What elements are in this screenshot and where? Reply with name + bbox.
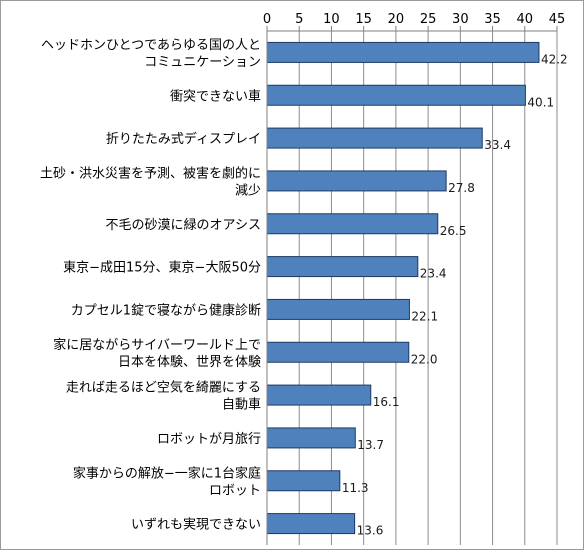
gridlines	[298, 31, 558, 545]
x-tick-label: 45	[549, 12, 566, 27]
value-labels: 42.2 40.1 33.4 27.8 26.5 23.4 22.1 22.0 16.1 13.7…	[342, 52, 568, 537]
bar	[266, 513, 356, 535]
bar	[266, 341, 410, 363]
bar-value-label: 16.1	[373, 395, 400, 409]
category-label: カプセル1錠で寝ながら健康診断	[71, 302, 261, 318]
x-tick-label: 30	[452, 12, 469, 27]
category-label: 折りたたみ式ディスプレイ	[106, 131, 261, 147]
bar	[266, 384, 372, 406]
bar-value-label: 11.3	[342, 481, 369, 495]
bar	[266, 256, 419, 278]
bar	[266, 170, 447, 192]
bar-value-label: 22.1	[411, 309, 438, 323]
bar	[266, 298, 410, 320]
category-label: 家に居ながらサイバーワールド上で日本を体験、世界を体験	[53, 337, 261, 370]
category-labels: ヘッドホンひとつであらゆる国の人とコミュニケーション衝突できない車折りたたみ式デ…	[40, 38, 261, 533]
x-tick-label: 5	[295, 12, 303, 27]
bar-value-label: 22.0	[411, 352, 438, 366]
bar-value-label: 33.4	[484, 138, 511, 152]
bar-value-label: 13.6	[357, 524, 384, 538]
category-label: 不毛の砂漠に緑のオアシス	[106, 218, 261, 233]
bar-value-label: 27.8	[448, 181, 475, 195]
category-label: 東京−成田15分、東京−大阪50分	[63, 260, 261, 276]
bar	[266, 41, 540, 63]
x-tick-label: 25	[420, 12, 437, 27]
x-tick-label: 15	[355, 12, 372, 27]
category-label: 家事からの解放−一家に1台家庭ロボット	[73, 465, 261, 498]
bar-value-label: 13.7	[357, 438, 384, 452]
category-label: 土砂・洪水災害を予測、被害を劇的に減少	[40, 165, 261, 198]
bar-value-label: 26.5	[440, 224, 467, 238]
bar	[266, 427, 356, 449]
bars	[266, 41, 540, 535]
bar-value-label: 40.1	[527, 95, 554, 109]
x-axis-ticks: 0 5 10 15 20 25 30 35 40 45	[263, 12, 565, 31]
x-tick-label: 35	[484, 12, 501, 27]
category-label: 衝突できない車	[170, 88, 261, 104]
x-tick-label: 40	[517, 12, 534, 27]
axes	[266, 30, 557, 545]
category-label: いずれも実現できない	[131, 517, 261, 533]
bar-value-label: 42.2	[541, 52, 568, 66]
bar-value-label: 23.4	[420, 267, 447, 281]
category-label: ヘッドホンひとつであらゆる国の人とコミュニケーション	[41, 38, 261, 70]
category-label: 走れば走るほど空気を綺麗にする自動車	[66, 380, 261, 413]
bar	[266, 213, 439, 235]
bar	[266, 470, 341, 492]
bar	[266, 84, 526, 106]
bar	[266, 127, 483, 149]
x-tick-label: 20	[388, 12, 405, 27]
category-label: ロボットが月旅行	[157, 432, 261, 447]
x-tick-label: 10	[323, 12, 340, 27]
x-tick-label: 0	[263, 12, 271, 27]
